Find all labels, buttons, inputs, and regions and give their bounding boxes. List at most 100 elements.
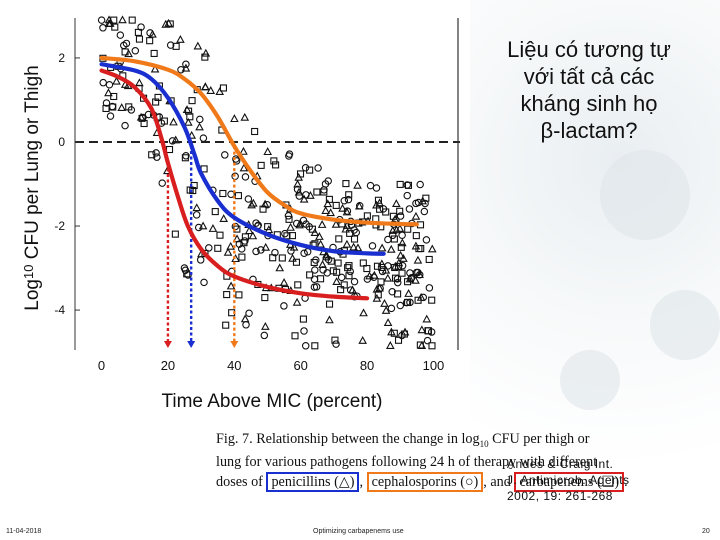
x-tick-label: 80 <box>360 358 374 373</box>
x-tick-label: 40 <box>227 358 241 373</box>
carbapenem-point <box>299 315 307 323</box>
cephalosporin-point <box>320 186 328 194</box>
cephalosporin-point <box>300 327 308 335</box>
cephalosporin-point <box>378 267 387 276</box>
title-line: với tất cả các <box>523 64 655 89</box>
cephalosporin-point <box>292 219 301 228</box>
penicillin-point <box>399 253 408 262</box>
carbapenem-point <box>110 92 118 101</box>
penicillin-point <box>387 327 396 336</box>
cephalosporin-point <box>368 242 377 250</box>
carbapenem-point <box>292 258 301 266</box>
cephalosporin-point <box>263 201 272 209</box>
fitted-curve <box>99 62 386 256</box>
penicillin-point <box>321 206 331 214</box>
title-line: kháng sinh họ <box>520 91 658 116</box>
penicillin-point <box>293 179 302 188</box>
cephalosporin-point <box>168 137 177 145</box>
cephalosporin-point <box>205 244 213 252</box>
penicillin-point <box>315 232 324 240</box>
title-line: β-lactam? <box>540 118 638 143</box>
carbapenem-point <box>270 157 278 165</box>
carbapenem-point <box>285 215 293 223</box>
carbapenem-point <box>138 114 146 122</box>
reference-line: Andes & Craig Int. <box>507 457 614 471</box>
penicillin-point <box>192 203 202 212</box>
penicillin-point <box>239 146 248 155</box>
cephalosporin-point <box>332 340 340 348</box>
x-tick-label: 20 <box>161 358 175 373</box>
background-blob <box>560 350 620 410</box>
cephalosporin-point <box>99 24 107 32</box>
carbapenem-point <box>235 291 243 299</box>
cephalosporin-point <box>301 164 310 172</box>
carbapenem-point <box>306 271 314 279</box>
penicillin-point <box>388 226 398 234</box>
penicillin-point <box>248 231 258 240</box>
penicillin-point <box>413 255 423 264</box>
dashed-drop-lines <box>163 145 239 348</box>
x-tick-label: 0 <box>98 358 105 373</box>
penicillin-point <box>112 76 121 85</box>
penicillin-point <box>288 253 297 262</box>
cephalosporin-point <box>414 268 422 277</box>
cephalosporin-point <box>388 288 396 296</box>
footer-date: 11-04-2018 <box>6 528 42 535</box>
penicillin-point <box>195 122 204 131</box>
cephalosporin-point <box>245 309 253 317</box>
carbapenem-point <box>346 229 354 237</box>
penicillins-legend-box: penicillins (△) <box>266 471 360 492</box>
penicillin-point <box>215 87 225 96</box>
carbapenem-point <box>333 268 341 276</box>
cephalosporin-point <box>285 150 294 158</box>
carbapenem-point <box>345 262 353 270</box>
penicillin-point <box>201 48 211 57</box>
fitted-curve <box>99 68 370 301</box>
carbapenem-point <box>238 253 246 261</box>
cephalosporin-point <box>402 298 411 307</box>
cephalosporin-point <box>158 179 166 187</box>
fitted-curve <box>99 55 419 227</box>
carbapenem-point <box>327 257 335 265</box>
carbapenem-point <box>150 49 158 57</box>
penicillin-point <box>292 297 302 306</box>
carbapenem-point <box>311 342 319 350</box>
y-tick-label: -4 <box>54 303 65 317</box>
cephalosporin-point <box>337 273 346 282</box>
penicillin-point <box>349 242 358 251</box>
cephalosporin-point <box>131 47 140 55</box>
carbapenem-point <box>340 281 348 289</box>
carbapenem-point <box>121 48 129 56</box>
carbapenem-point <box>306 166 314 174</box>
penicillin-point <box>124 49 133 58</box>
cephalosporin-point <box>388 231 397 240</box>
cephalosporin-point <box>310 275 319 283</box>
carbapenem-point <box>135 35 144 43</box>
carbapenem-point <box>396 180 404 188</box>
carbapenem-point <box>390 329 398 337</box>
carbapenem-point <box>291 332 299 340</box>
carbapenem-point <box>219 189 227 198</box>
carbapenem-point <box>278 254 286 262</box>
penicillin-point <box>117 103 127 111</box>
carbapenem-point <box>251 127 259 136</box>
penicillin-point <box>230 114 239 123</box>
carbapenem-point <box>185 107 193 115</box>
penicillin-point <box>248 198 258 207</box>
cephalosporin-point <box>182 60 190 69</box>
penicillin-point <box>377 243 387 252</box>
penicillin-point <box>392 225 401 234</box>
penicillin-point <box>239 163 249 172</box>
figure-caption: Fig. 7. Relationship between the change … <box>216 430 628 492</box>
cephalosporin-point <box>232 155 240 163</box>
cephalosporin-point <box>314 164 322 172</box>
penicillin-point <box>261 321 270 330</box>
cephalosporin-point <box>421 199 429 208</box>
cephalosporin-point <box>144 110 153 119</box>
cephalosporin-point <box>324 177 332 185</box>
background-blob <box>600 150 690 240</box>
drop-arrowhead <box>230 341 239 348</box>
penicillin-point <box>381 305 391 314</box>
penicillin-point <box>411 241 421 250</box>
penicillin-point <box>223 247 233 256</box>
